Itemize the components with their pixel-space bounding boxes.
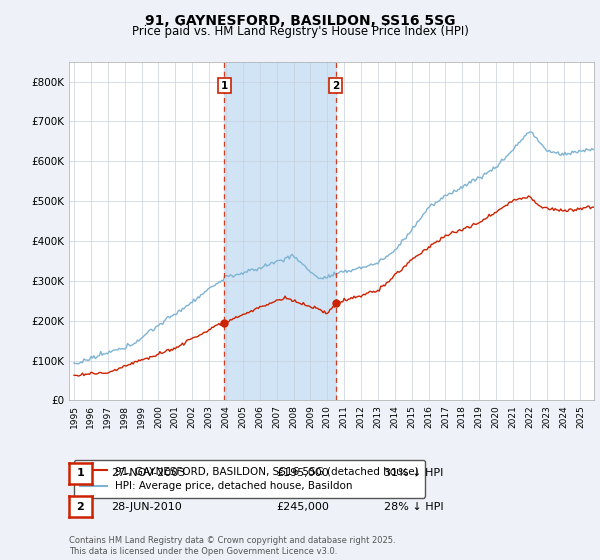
Text: 2: 2 xyxy=(77,502,84,512)
Legend: 91, GAYNESFORD, BASILDON, SS16 5SG (detached house), HPI: Average price, detache: 91, GAYNESFORD, BASILDON, SS16 5SG (deta… xyxy=(74,460,425,497)
Text: 1: 1 xyxy=(77,468,84,478)
Text: Contains HM Land Registry data © Crown copyright and database right 2025.
This d: Contains HM Land Registry data © Crown c… xyxy=(69,536,395,556)
Text: £195,000: £195,000 xyxy=(276,468,329,478)
Text: 27-NOV-2003: 27-NOV-2003 xyxy=(111,468,185,478)
Text: 2: 2 xyxy=(332,81,339,91)
Text: 28% ↓ HPI: 28% ↓ HPI xyxy=(384,502,443,512)
Text: Price paid vs. HM Land Registry's House Price Index (HPI): Price paid vs. HM Land Registry's House … xyxy=(131,25,469,38)
Text: £245,000: £245,000 xyxy=(276,502,329,512)
Bar xyxy=(224,62,335,400)
Text: 31% ↓ HPI: 31% ↓ HPI xyxy=(384,468,443,478)
Text: 1: 1 xyxy=(221,81,228,91)
Text: 91, GAYNESFORD, BASILDON, SS16 5SG: 91, GAYNESFORD, BASILDON, SS16 5SG xyxy=(145,14,455,28)
Text: 28-JUN-2010: 28-JUN-2010 xyxy=(111,502,182,512)
